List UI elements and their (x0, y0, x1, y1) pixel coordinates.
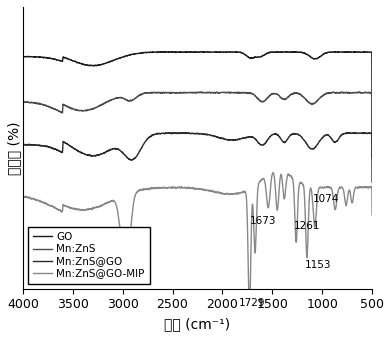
GO (368, 50, 373, 54)
Line: Mn:ZnS: Mn:ZnS (23, 92, 372, 163)
GO (370, 131, 375, 135)
Mn:ZnS@GO (79, 151, 84, 155)
GO (352, 49, 356, 53)
Legend: GO, Mn:ZnS, Mn:ZnS@GO, Mn:ZnS@GO-MIP: GO, Mn:ZnS, Mn:ZnS@GO, Mn:ZnS@GO-MIP (28, 227, 150, 284)
Mn:ZnS@GO-MIP (21, 218, 25, 222)
Mn:ZnS@GO (21, 187, 25, 191)
Mn:ZnS@GO (370, 180, 375, 184)
Mn:ZnS@GO-MIP (97, 204, 102, 208)
Mn:ZnS@GO (178, 131, 183, 136)
Text: 1261: 1261 (294, 221, 320, 231)
Mn:ZnS@GO-MIP (149, 187, 154, 191)
Mn:ZnS (370, 155, 375, 160)
Mn:ZnS (97, 104, 102, 108)
GO (97, 63, 102, 67)
Mn:ZnS@GO (101, 151, 106, 155)
Mn:ZnS@GO (368, 131, 373, 136)
Text: 1074: 1074 (313, 194, 339, 204)
Mn:ZnS@GO-MIP (79, 208, 84, 212)
Y-axis label: 透光率 (%): 透光率 (%) (7, 121, 22, 175)
Line: Mn:ZnS@GO-MIP: Mn:ZnS@GO-MIP (23, 173, 372, 313)
Text: 1153: 1153 (305, 260, 332, 270)
Text: 1729: 1729 (239, 298, 265, 308)
Mn:ZnS (101, 101, 106, 105)
Mn:ZnS (199, 90, 203, 94)
Mn:ZnS@GO-MIP (178, 186, 183, 190)
GO (21, 134, 25, 138)
X-axis label: 波数 (cm⁻¹): 波数 (cm⁻¹) (164, 317, 231, 331)
Line: GO: GO (23, 51, 372, 136)
Mn:ZnS@GO-MIP (271, 171, 276, 175)
Mn:ZnS (368, 91, 373, 95)
Mn:ZnS@GO (97, 152, 102, 156)
Mn:ZnS@GO (149, 134, 154, 138)
Text: 1673: 1673 (250, 216, 276, 226)
Line: Mn:ZnS@GO: Mn:ZnS@GO (23, 132, 372, 189)
GO (79, 62, 84, 66)
Mn:ZnS (79, 108, 84, 113)
Mn:ZnS@GO-MIP (370, 213, 375, 217)
Mn:ZnS@GO (167, 130, 172, 135)
Mn:ZnS@GO-MIP (368, 185, 373, 189)
GO (149, 50, 154, 54)
GO (101, 62, 106, 66)
Mn:ZnS@GO-MIP (101, 202, 106, 207)
Mn:ZnS (178, 90, 183, 94)
Text: 2983: 2983 (111, 269, 138, 279)
GO (178, 50, 183, 54)
Mn:ZnS (21, 161, 25, 165)
Mn:ZnS@GO-MIP (247, 311, 252, 315)
Mn:ZnS (149, 91, 154, 95)
